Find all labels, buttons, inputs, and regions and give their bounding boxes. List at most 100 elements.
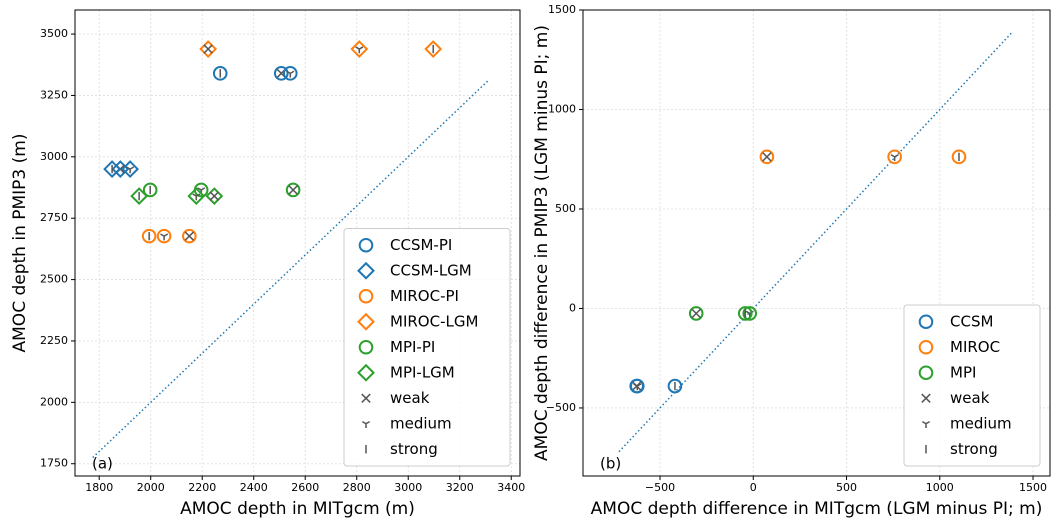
point-marker <box>141 228 157 244</box>
y-tick-label: −500 <box>546 401 576 414</box>
strength-symbol <box>203 44 213 54</box>
legend-label: MIROC-PI <box>390 287 459 305</box>
point-marker <box>182 228 197 244</box>
x-tick-label: −500 <box>645 481 675 494</box>
strength-symbol <box>286 70 295 78</box>
legend-label: MIROC-LGM <box>390 312 478 330</box>
strength-symbol <box>633 383 642 391</box>
point-marker <box>759 149 775 165</box>
y-tick-label: 3000 <box>40 150 68 163</box>
legend-box <box>343 228 511 467</box>
point-marker <box>142 182 158 198</box>
legend-marker <box>358 339 374 355</box>
point-marker <box>273 66 289 81</box>
strength-symbol <box>691 308 701 319</box>
y-tick-label: 1000 <box>548 102 576 115</box>
point-marker <box>629 378 645 394</box>
point-marker <box>424 40 443 58</box>
y-axis-title: AMOC depth in PMIP3 (m) <box>10 134 30 353</box>
strength-symbol <box>160 233 169 241</box>
strength-symbol <box>355 46 364 54</box>
strength-symbol <box>192 193 201 201</box>
y-tick-label: 2750 <box>40 211 68 224</box>
legend-marker <box>357 312 375 331</box>
legend-label: MIROC <box>950 338 1000 356</box>
legend-marker <box>918 314 934 330</box>
x-tick-label: 500 <box>836 481 857 494</box>
y-tick-label: 2500 <box>40 273 68 286</box>
legend-marker <box>358 237 374 253</box>
plot-frame <box>74 9 521 477</box>
y-tick-label: 1750 <box>40 457 68 470</box>
point-marker <box>742 306 758 321</box>
legend-label: CCSM <box>950 312 993 330</box>
point-marker <box>103 160 121 179</box>
point-marker <box>282 66 298 81</box>
point-marker <box>285 182 301 198</box>
x-axis-title: AMOC depth difference in MITgcm (LGM min… <box>591 499 1043 519</box>
legend-marker <box>918 339 934 355</box>
y-tick-label: 1500 <box>548 3 576 16</box>
plot-frame <box>582 9 1051 477</box>
legend: CCSM MIROC MPI weak medium strong <box>903 304 1041 467</box>
point-marker <box>212 66 228 81</box>
point-marker <box>121 160 140 179</box>
x-tick-label: 2400 <box>240 481 268 494</box>
legend-label: medium <box>390 414 452 432</box>
x-tick-label: 1500 <box>1019 481 1047 494</box>
point-marker <box>737 306 753 321</box>
legend-label: MPI-PI <box>390 338 435 356</box>
point-marker <box>887 149 902 165</box>
y-axis-title: AMOC depth difference in PMIP3 (LGM minu… <box>532 25 552 461</box>
point-marker <box>199 40 218 58</box>
strength-symbol <box>126 166 135 174</box>
x-tick-label: 1800 <box>85 481 113 494</box>
legend-symbol <box>921 393 931 403</box>
legend-symbol <box>921 420 931 428</box>
legend-marker <box>357 261 375 280</box>
legend-label: MPI <box>950 363 976 381</box>
one-to-one-line <box>92 78 490 459</box>
legend-symbol <box>361 393 371 403</box>
x-axis-title: AMOC depth in MITgcm (m) <box>180 499 415 519</box>
strength-symbol <box>762 152 772 162</box>
point-marker <box>688 306 704 321</box>
point-marker <box>187 187 206 206</box>
legend-label: weak <box>950 389 990 407</box>
x-tick-label: 3200 <box>446 481 474 494</box>
strength-symbol <box>184 231 195 241</box>
legend-label: MPI-LGM <box>390 363 455 381</box>
point-marker <box>667 378 683 394</box>
y-tick-label: 0 <box>569 301 576 314</box>
x-tick-label: 1000 <box>926 481 954 494</box>
legend-label: weak <box>390 389 430 407</box>
point-marker <box>130 187 149 206</box>
legend: CCSM-PI CCSM-LGM MIROC-PI MIROC-LGM MPI-PI MP… <box>343 228 511 467</box>
x-tick-label: 2600 <box>291 481 319 494</box>
x-tick-label: 2200 <box>188 481 216 494</box>
point-marker <box>156 228 172 244</box>
legend-marker <box>357 363 375 382</box>
y-tick-label: 3500 <box>40 27 68 40</box>
x-tick-label: 0 <box>750 481 757 494</box>
point-marker <box>350 40 369 58</box>
legend-symbol <box>361 420 371 428</box>
y-tick-label: 3250 <box>40 88 68 101</box>
strength-symbol <box>890 154 899 162</box>
y-tick-label: 500 <box>555 202 576 215</box>
point-marker <box>205 187 224 206</box>
legend-box <box>903 304 1041 467</box>
legend-label: medium <box>950 414 1012 432</box>
legend-marker <box>358 288 374 304</box>
strength-symbol <box>209 191 220 201</box>
x-tick-label: 2000 <box>137 481 165 494</box>
legend-label: strong <box>390 440 438 458</box>
panel-label: (b) <box>600 455 621 473</box>
x-tick-label: 2800 <box>343 481 371 494</box>
y-tick-label: 2250 <box>40 334 68 347</box>
y-tick-label: 2000 <box>40 395 68 408</box>
x-tick-label: 3000 <box>394 481 422 494</box>
legend-label: strong <box>950 440 998 458</box>
point-marker <box>951 149 967 165</box>
